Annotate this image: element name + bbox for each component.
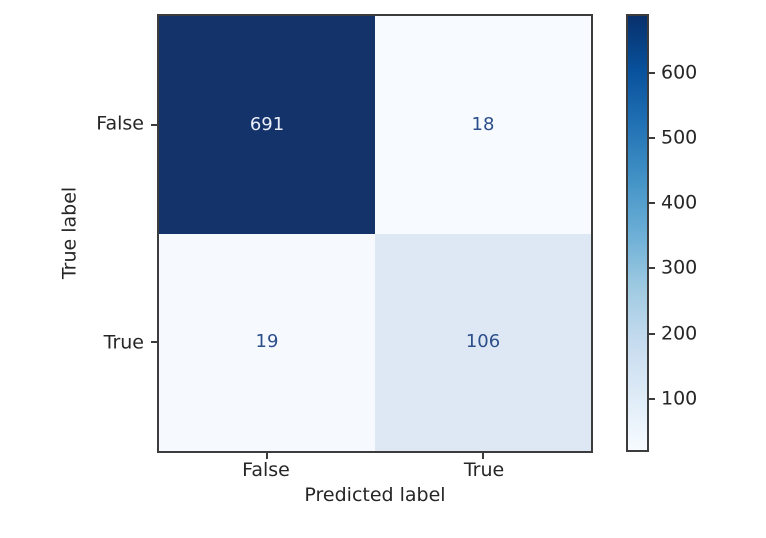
y-tick-mark-true <box>151 341 157 344</box>
colorbar-tick-mark-500 <box>649 137 655 140</box>
colorbar-tick-mark-200 <box>649 332 655 335</box>
colorbar-tick-label-400: 400 <box>661 191 698 214</box>
y-tick-label-true: True <box>103 331 144 354</box>
colorbar-tick-label-600: 600 <box>661 61 698 84</box>
colorbar-tick-label-100: 100 <box>661 387 698 410</box>
y-tick-label-false: False <box>96 112 144 135</box>
colorbar <box>626 14 649 452</box>
x-tick-label-true: True <box>463 459 505 481</box>
colorbar-tick-mark-100 <box>649 397 655 400</box>
plot-area: 691 18 19 106 <box>151 14 593 459</box>
cell-true-false-pred-false: 691 <box>159 16 375 234</box>
cell-true-false-pred-true: 18 <box>375 16 591 234</box>
colorbar-tick-mark-300 <box>649 267 655 270</box>
colorbar-tick-label-500: 500 <box>661 126 698 149</box>
colorbar-tick-label-300: 300 <box>661 256 698 279</box>
x-tick-mark-true <box>482 453 484 459</box>
cell-true-true-pred-false: 19 <box>159 233 375 451</box>
colorbar-tick-mark-400 <box>649 202 655 205</box>
x-axis-label: Predicted label <box>304 484 446 506</box>
y-tick-mark-false <box>151 123 157 126</box>
colorbar-tick-label-200: 200 <box>661 322 698 345</box>
x-tick-mark-false <box>266 453 268 459</box>
cell-true-true-pred-true: 106 <box>375 233 591 451</box>
heatmap-cells: 691 18 19 106 <box>159 16 591 451</box>
colorbar-tick-mark-600 <box>649 72 655 75</box>
y-axis-label: True label <box>58 186 81 280</box>
x-tick-label-false: False <box>242 459 290 481</box>
